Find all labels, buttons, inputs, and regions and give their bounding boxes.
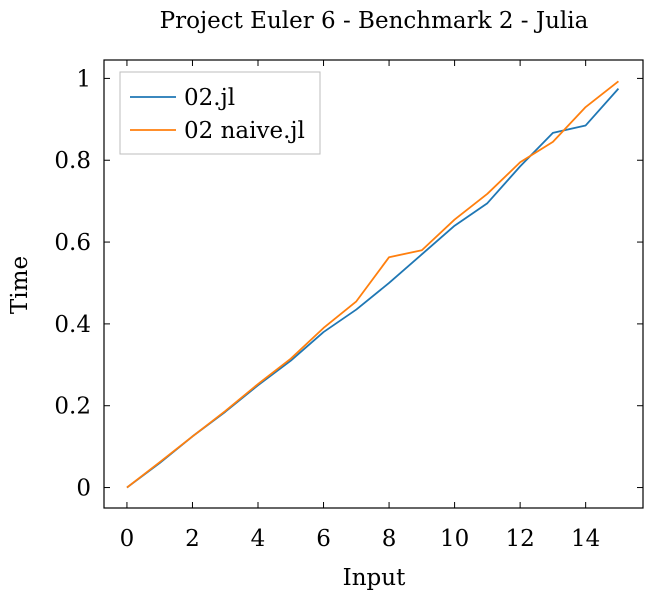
x-axis-label: Input bbox=[343, 565, 406, 591]
chart-title: Project Euler 6 - Benchmark 2 - Julia bbox=[160, 8, 589, 34]
x-tick-label: 0 bbox=[120, 526, 135, 552]
y-tick-label: 0 bbox=[76, 476, 91, 502]
legend-label-1: 02.jl bbox=[184, 85, 235, 111]
ticks-layer: 0 2 4 6 8 10 12 14 0 0.2 0.4 0.6 0.8 1 bbox=[54, 60, 643, 552]
y-tick-label: 0.6 bbox=[54, 230, 91, 256]
legend-label-2: 02 naive.jl bbox=[184, 118, 305, 144]
x-tick-label: 12 bbox=[505, 526, 534, 552]
x-tick-label: 14 bbox=[571, 526, 600, 552]
series-layer bbox=[126, 80, 620, 489]
y-tick-label: 0.4 bbox=[54, 312, 91, 338]
legend-box bbox=[119, 71, 321, 155]
y-tick-label: 0.2 bbox=[54, 394, 91, 420]
axes-layer bbox=[103, 59, 644, 509]
x-tick-label: 6 bbox=[316, 526, 331, 552]
legend: 02.jl 02 naive.jl bbox=[119, 71, 321, 155]
x-tick-label: 8 bbox=[382, 526, 397, 552]
y-axis-label: Time bbox=[7, 256, 33, 314]
plot-frame bbox=[103, 59, 644, 509]
y-tick-label: 0.8 bbox=[54, 148, 91, 174]
y-tick-label: 1 bbox=[76, 66, 91, 92]
series-line-2 bbox=[126, 80, 619, 489]
x-tick-label: 2 bbox=[185, 526, 200, 552]
x-tick-label: 10 bbox=[440, 526, 469, 552]
x-tick-label: 4 bbox=[251, 526, 266, 552]
